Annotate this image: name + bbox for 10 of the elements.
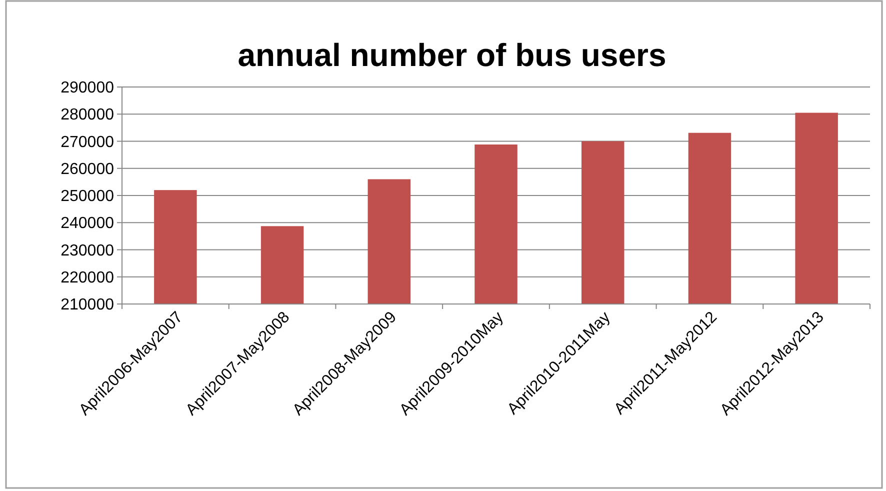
y-tick-label: 280000 <box>60 106 114 124</box>
y-tick-label: 270000 <box>60 134 114 151</box>
y-tick-label: 250000 <box>60 188 114 206</box>
y-tick-label: 290000 <box>60 80 114 97</box>
y-tick-label: 230000 <box>60 242 114 260</box>
y-tick-label: 220000 <box>60 269 114 286</box>
y-tick-label: 240000 <box>60 215 114 232</box>
y-tick-label: 210000 <box>60 296 114 314</box>
chart-title: annual number of bus users <box>238 37 666 73</box>
y-tick-label: 260000 <box>60 160 114 178</box>
